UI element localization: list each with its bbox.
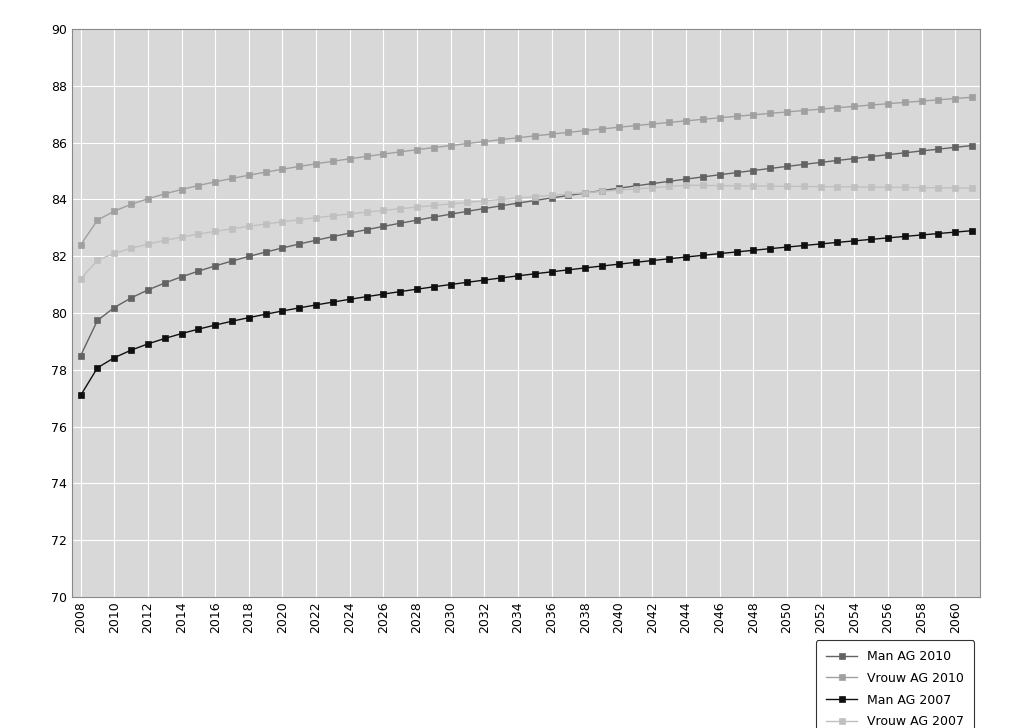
Vrouw AG 2010 xyxy=(226,174,238,183)
Man AG 2007 xyxy=(74,391,87,400)
Man AG 2007 xyxy=(595,261,608,270)
Man AG 2010 xyxy=(74,351,87,360)
Man AG 2007 xyxy=(966,226,978,235)
Vrouw AG 2010 xyxy=(595,124,608,133)
Vrouw AG 2007 xyxy=(966,183,978,192)
Man AG 2007 xyxy=(411,285,423,293)
Man AG 2010 xyxy=(613,184,625,193)
Line: Vrouw AG 2010: Vrouw AG 2010 xyxy=(77,95,975,248)
Vrouw AG 2010 xyxy=(966,93,978,102)
Vrouw AG 2007 xyxy=(562,189,575,198)
Vrouw AG 2010 xyxy=(411,146,423,154)
Man AG 2007 xyxy=(226,317,238,325)
Vrouw AG 2007 xyxy=(680,181,692,189)
Man AG 2007 xyxy=(680,253,692,261)
Man AG 2007 xyxy=(562,266,575,274)
Man AG 2010 xyxy=(966,141,978,150)
Vrouw AG 2007 xyxy=(226,224,238,233)
Vrouw AG 2007 xyxy=(697,181,709,190)
Legend: Man AG 2010, Vrouw AG 2010, Man AG 2007, Vrouw AG 2007: Man AG 2010, Vrouw AG 2010, Man AG 2007,… xyxy=(816,640,974,728)
Vrouw AG 2007 xyxy=(595,187,608,196)
Vrouw AG 2007 xyxy=(411,202,423,211)
Man AG 2010 xyxy=(562,191,575,199)
Vrouw AG 2010 xyxy=(680,116,692,125)
Man AG 2010 xyxy=(226,257,238,266)
Man AG 2010 xyxy=(680,175,692,183)
Man AG 2010 xyxy=(595,186,608,195)
Vrouw AG 2007 xyxy=(74,274,87,283)
Line: Vrouw AG 2007: Vrouw AG 2007 xyxy=(77,183,975,282)
Line: Man AG 2010: Man AG 2010 xyxy=(77,143,975,358)
Vrouw AG 2010 xyxy=(562,128,575,137)
Line: Man AG 2007: Man AG 2007 xyxy=(77,228,975,398)
Vrouw AG 2007 xyxy=(613,186,625,194)
Man AG 2007 xyxy=(613,260,625,269)
Vrouw AG 2010 xyxy=(613,123,625,132)
Man AG 2010 xyxy=(411,215,423,224)
Vrouw AG 2010 xyxy=(74,240,87,249)
